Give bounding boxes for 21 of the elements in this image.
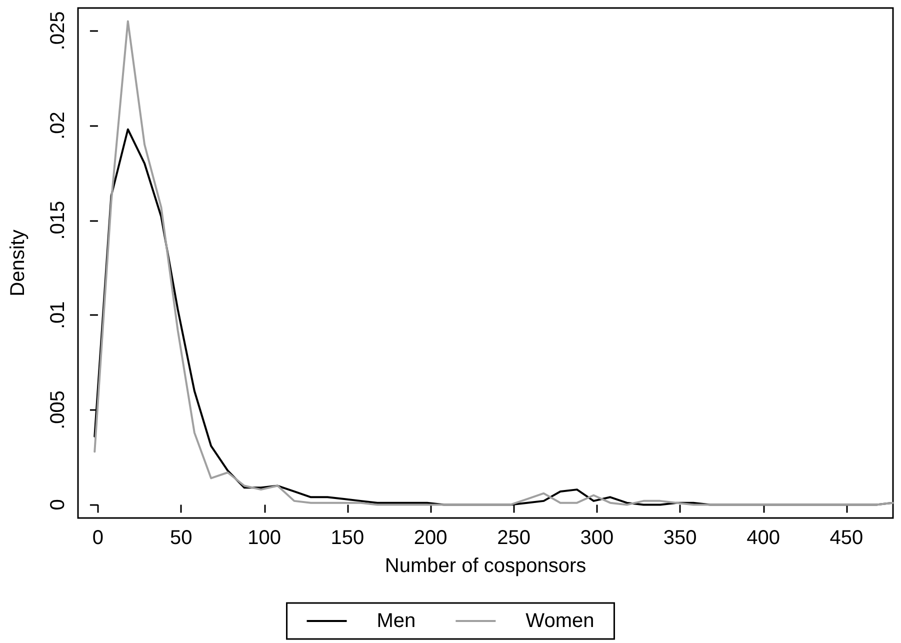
x-tick-label: 400 — [746, 527, 780, 549]
legend-label: Women — [526, 610, 594, 632]
y-tick-label: .015 — [47, 200, 69, 240]
x-tick-label: 450 — [830, 527, 864, 549]
x-tick-label: 200 — [414, 527, 448, 549]
x-axis-title: Number of cosponsors — [384, 555, 586, 577]
y-axis-title: Density — [7, 230, 29, 296]
y-tick-label: .025 — [47, 11, 69, 50]
x-tick-label: 300 — [580, 527, 614, 549]
y-tick-label: .02 — [47, 112, 69, 140]
x-tick-label: 50 — [170, 527, 192, 549]
x-tick-label: 150 — [330, 527, 364, 549]
x-tick-label: 0 — [92, 527, 104, 549]
y-tick-label: .01 — [47, 301, 69, 330]
x-tick-label: 100 — [248, 527, 281, 549]
y-tick-label: .005 — [47, 390, 69, 430]
y-tick-label: 0 — [47, 499, 69, 510]
legend-label: Men — [376, 610, 416, 632]
x-tick-label: 350 — [663, 527, 697, 549]
line-series — [94, 20, 894, 506]
x-tick-label: 250 — [497, 527, 530, 549]
